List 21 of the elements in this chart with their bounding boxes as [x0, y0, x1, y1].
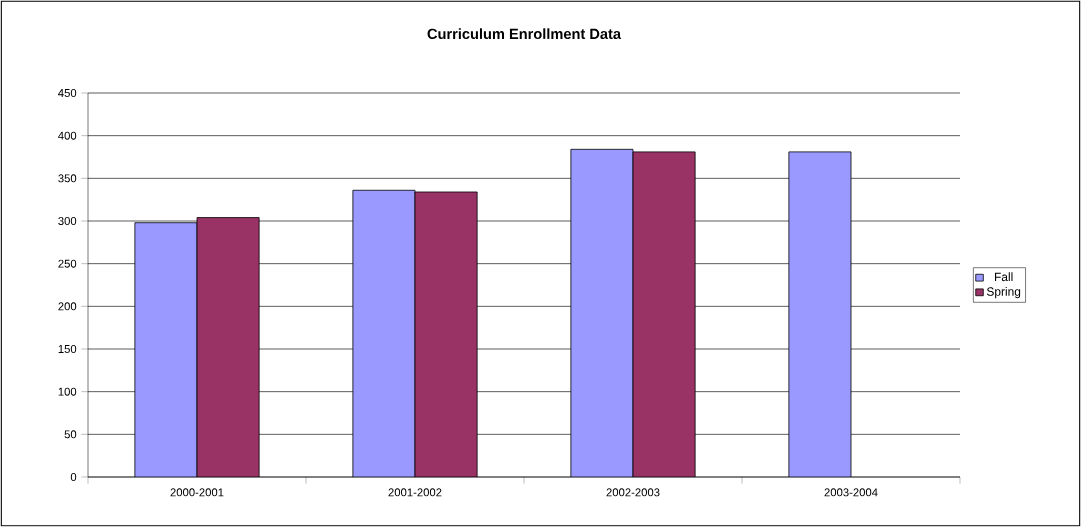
y-tick-label: 400 [58, 131, 77, 140]
y-tick-label: 0 [70, 473, 77, 481]
y-tick-label: 100 [58, 387, 77, 396]
bar [352, 189, 416, 477]
y-tick-label: 50 [64, 430, 77, 439]
y-tick-label: 300 [58, 217, 77, 225]
bar [134, 222, 198, 477]
y-tick-label: 150 [58, 345, 77, 353]
legend-label: Spring [986, 286, 1021, 299]
x-tick-label: 2002-2003 [606, 488, 660, 497]
bar [788, 151, 852, 477]
x-tick-label: 2000-2001 [170, 488, 224, 497]
y-tick-label: 200 [58, 302, 77, 311]
chart-title: Curriculum Enrollment Data [427, 28, 622, 40]
y-tick-label: 350 [58, 174, 77, 183]
legend-label: Fall [994, 272, 1013, 282]
y-tick-label: 250 [58, 259, 77, 268]
bar [570, 148, 634, 477]
x-tick-label: 2001-2002 [388, 488, 442, 497]
y-tick-label: 450 [58, 89, 77, 97]
x-tick-label: 2003-2004 [824, 488, 878, 497]
